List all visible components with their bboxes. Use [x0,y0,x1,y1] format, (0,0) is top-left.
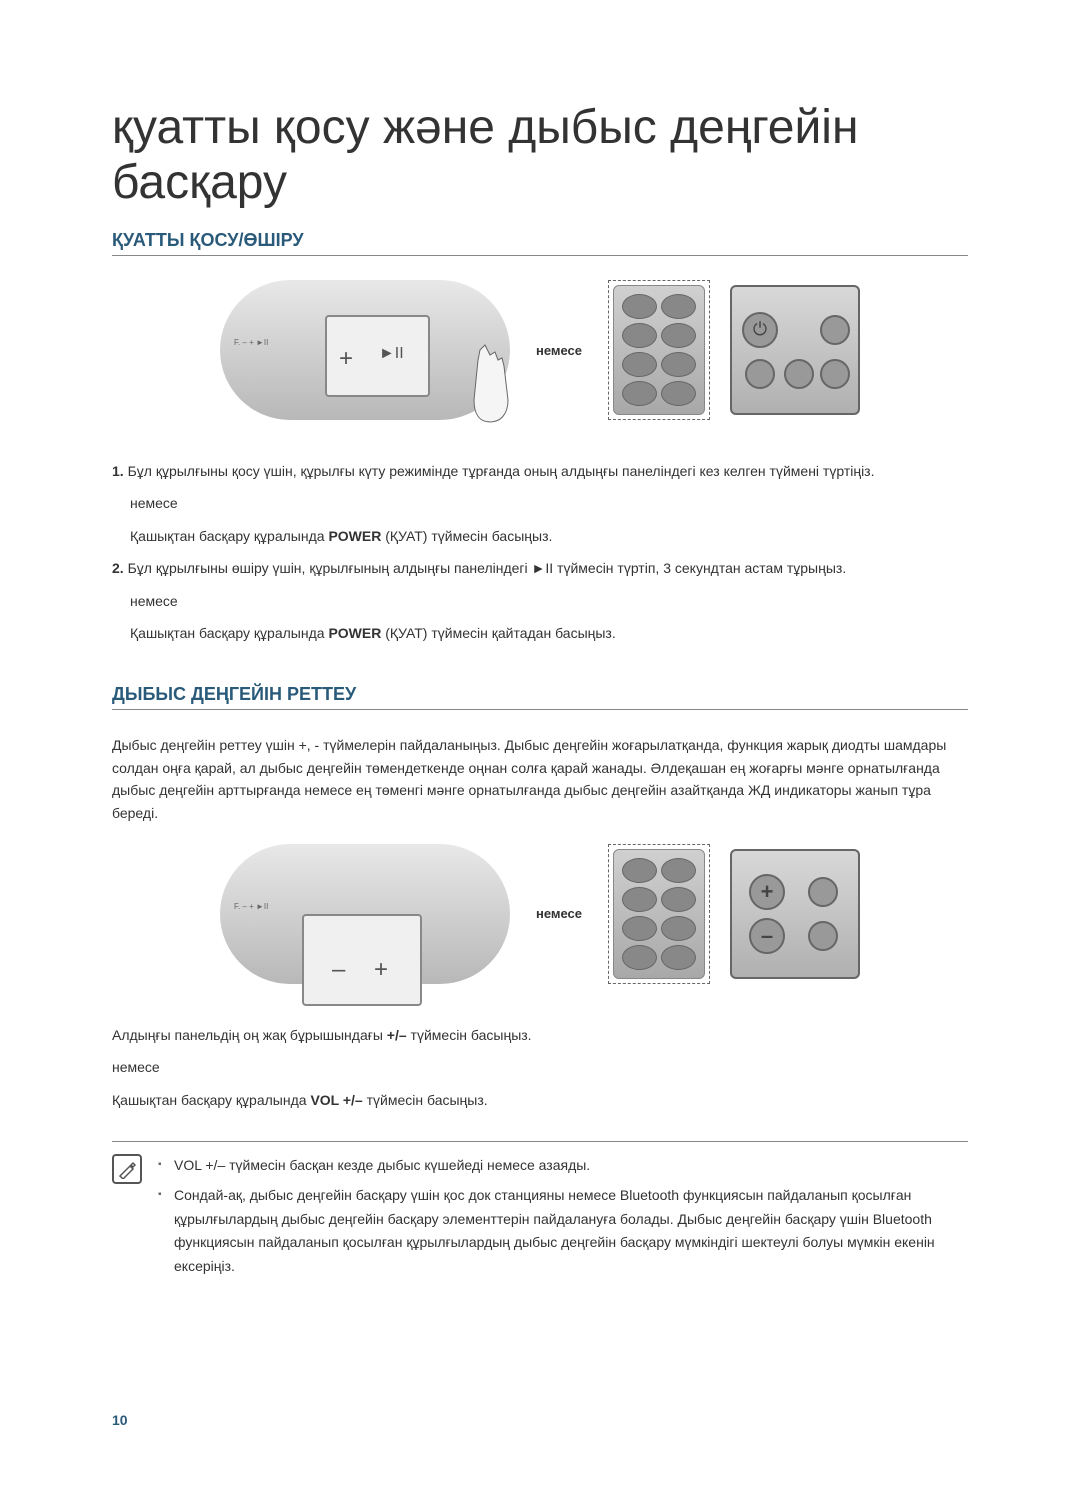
remote-button-icon [661,323,696,348]
mute-button-icon [808,877,838,907]
hand-pointer-icon [460,340,540,430]
remote-zoom-volume-panel: + – [730,849,860,979]
page-title: қуатты қосу және дыбыс деңгейін басқару [112,100,968,210]
speaker-device-illustration: F. – + ►II + ►II [220,280,510,420]
step1-text: 1. Бұл құрылғыны қосу үшін, құрылғы күту… [112,460,968,482]
power-button-icon: ⏻ [742,312,778,348]
bass-button-icon [808,921,838,951]
speaker-volume-panel: – + [302,914,422,1006]
section-volume-header: ДЫБЫС ДЕҢГЕЙІН РЕТТЕУ [112,684,968,710]
remote-button-icon [622,352,657,377]
vol-down-button-icon: – [749,918,785,954]
remote-dashed-box [608,280,710,420]
remote-button-icon [661,945,696,970]
remote-button-icon [661,381,696,406]
volume-instr1: Алдыңғы панельдің оң жақ бұрышындағы +/–… [112,1024,968,1046]
step1-alt: Қашықтан басқару құралында POWER (ҚУАТ) … [112,525,968,547]
note-icon [112,1154,142,1184]
remote-button-icon [622,916,657,941]
remote-button-icon [622,381,657,406]
remote-button-icon [661,294,696,319]
function-button-icon [820,315,850,345]
remote-button-icon [622,945,657,970]
power-figure-row: F. – + ►II + ►II немесе ⏻ [112,280,968,420]
volume-figure-row: F. – + ►II – + немесе + – [112,844,968,984]
plus-icon: + [339,345,353,373]
step2-alt: Қашықтан басқару құралында POWER (ҚУАТ) … [112,622,968,644]
remote-illustration [613,285,705,415]
page-number: 10 [112,1412,128,1428]
remote-button-icon [622,858,657,883]
step2-text: 2. Бұл құрылғыны өшіру үшін, құрылғының … [112,557,968,579]
remote-button-icon [661,858,696,883]
volume-instr2: Қашықтан басқару құралында VOL +/– түйме… [112,1089,968,1111]
remote-button-icon [661,887,696,912]
note-list: VOL +/– түймесін басқан кезде дыбыс күше… [158,1154,968,1285]
step-number: 1. [112,463,124,479]
section-power-header: ҚУАТТЫ ҚОСУ/ӨШІРУ [112,230,968,256]
minus-icon: – [332,956,345,984]
plus-icon: + [374,956,388,984]
prev-button-icon [745,359,775,389]
step-number: 2. [112,560,124,576]
next-button-icon [820,359,850,389]
step1-or: немесе [112,492,968,514]
volume-or: немесе [112,1056,968,1078]
note-block: VOL +/– түймесін басқан кезде дыбыс күше… [112,1154,968,1285]
vol-up-button-icon: + [749,874,785,910]
speaker-volume-wrap: F. – + ►II – + [220,844,510,984]
speaker-side-label: F. – + ►II [234,902,268,911]
remote-button-icon [622,294,657,319]
note-item: Сондай-ақ, дыбыс деңгейін басқару үшін қ… [158,1184,968,1279]
speaker-front-panel: + ►II [325,315,430,397]
step2-or: немесе [112,590,968,612]
volume-intro: Дыбыс деңгейін реттеу үшін +, - түймелер… [112,734,968,824]
speaker-side-label: F. – + ►II [234,338,268,347]
separator-label: немесе [536,343,582,358]
remote-dashed-box [608,844,710,984]
divider [112,1141,968,1142]
remote-button-icon [622,887,657,912]
remote-button-icon [661,916,696,941]
play-button-icon [784,359,814,389]
remote-illustration [613,849,705,979]
note-item: VOL +/– түймесін басқан кезде дыбыс күше… [158,1154,968,1178]
remote-zoom-panel: ⏻ [730,285,860,415]
remote-button-icon [622,323,657,348]
remote-button-icon [661,352,696,377]
separator-label: немесе [536,906,582,921]
play-pause-icon: ►II [379,345,404,363]
